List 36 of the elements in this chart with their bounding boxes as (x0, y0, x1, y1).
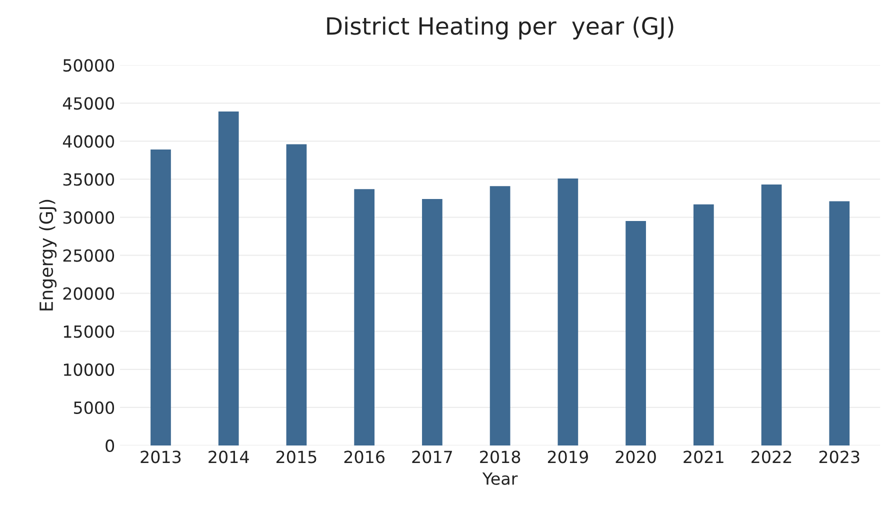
x-tick-label: 2019 (548, 450, 588, 464)
y-tick-label: 30000 (63, 211, 114, 224)
y-tick-label: 10000 (64, 363, 114, 376)
x-tick-label: 2020 (616, 450, 656, 464)
bar (286, 144, 307, 446)
chart-title: District Heating per year (GJ) (327, 16, 674, 40)
y-tick-label: 40000 (62, 135, 114, 148)
bar (693, 204, 714, 446)
y-tick-label: 25000 (63, 249, 114, 262)
y-tick-label: 45000 (62, 97, 114, 110)
y-tick-label: 5000 (74, 401, 114, 414)
x-tick-label: 2018 (480, 450, 520, 464)
bar (354, 189, 375, 446)
y-tick-label: 35000 (63, 173, 114, 186)
bar (150, 150, 171, 446)
y-tick-label: 50000 (63, 59, 114, 72)
bar (761, 184, 782, 446)
y-tick-label: 15000 (64, 325, 114, 338)
x-tick-label: 2015 (276, 450, 316, 464)
bar (422, 199, 442, 446)
x-tick-label: 2023 (819, 450, 860, 464)
bar (218, 112, 239, 446)
x-tick-label: 2022 (752, 450, 792, 464)
bar (626, 221, 646, 446)
bar (490, 186, 510, 446)
x-tick-label: 2016 (344, 450, 384, 464)
y-tick-label: 0 (106, 439, 114, 452)
y-tick-label: 20000 (63, 287, 114, 300)
x-tick-label: 2017 (412, 450, 452, 464)
bar (829, 201, 850, 446)
x-axis-title: Year (482, 472, 518, 485)
bar (558, 178, 578, 446)
x-tick-label: 2013 (140, 450, 181, 464)
x-tick-label: 2014 (208, 450, 249, 464)
y-axis-title: Engergy (GJ) (39, 200, 57, 310)
x-tick-label: 2021 (684, 450, 724, 464)
